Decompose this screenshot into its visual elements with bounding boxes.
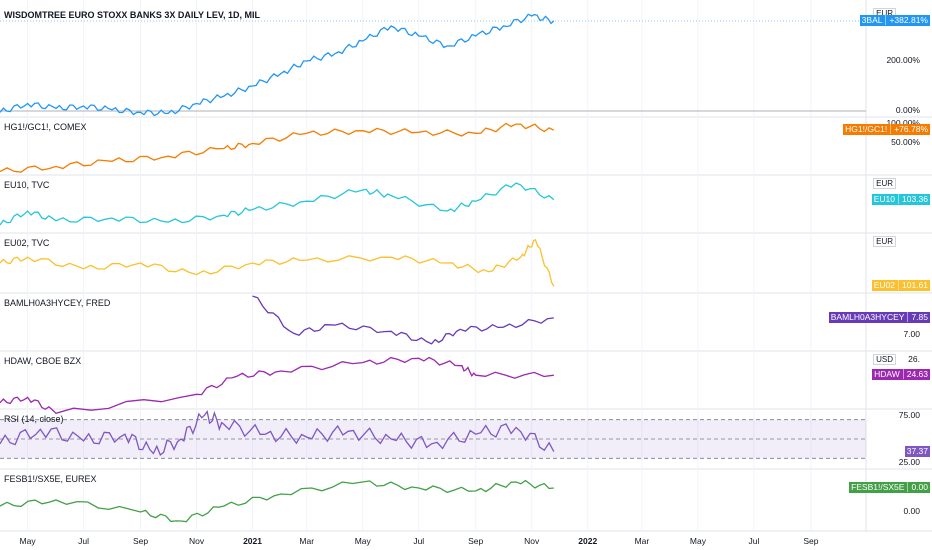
x-tick-label: 2021 [243, 536, 262, 546]
y-tick-label: 50.00% [891, 137, 920, 148]
last-value-badge: EU02 101.61 [871, 280, 930, 291]
x-tick-label: Mar [299, 536, 315, 546]
x-tick-label: 2022 [578, 536, 598, 546]
y-tick-label: 75.00 [898, 410, 920, 420]
pane-title[interactable]: RSI (14, close) [4, 414, 64, 424]
series-last-value: 101.61 [898, 280, 928, 290]
series-name: BAMLH0A3HYCEY [830, 311, 905, 322]
currency-label: EUR [873, 236, 896, 247]
y-tick-label: 7.00 [903, 329, 920, 340]
last-value-badge: HG1!/GC1! +76.78% [843, 124, 930, 136]
currency-label: EUR [873, 178, 896, 189]
x-tick-label: Jul [413, 536, 425, 546]
series-last-value: +76.78% [890, 124, 928, 135]
series-name: FESB1!/SX5E [851, 482, 905, 492]
y-tick-label: 25.00 [898, 457, 920, 468]
series-last-value: +382.81% [885, 15, 928, 25]
series-line [0, 479, 554, 523]
y-tick-label: 0.00 [903, 506, 920, 516]
x-tick-label: Mar [634, 536, 650, 546]
x-tick-label: May [354, 536, 371, 546]
series-last-value: 37.37 [906, 445, 928, 456]
pane-title[interactable]: WISDOMTREE EURO STOXX BANKS 3X DAILY LEV… [4, 10, 261, 20]
x-tick-label: Nov [524, 536, 540, 546]
series-last-value: 7.85 [907, 311, 928, 322]
series-name: EU10 [873, 193, 895, 204]
series-line [252, 295, 554, 345]
series-name: HG1!/GC1! [845, 124, 888, 135]
series-last-value: 103.36 [898, 193, 928, 204]
series-last-value: 24.63 [902, 369, 928, 380]
last-value-badge: HDAW 24.63 [872, 369, 930, 381]
currency-label: USD [873, 354, 896, 365]
x-tick-label: Jul [78, 536, 89, 546]
series-name: 3BAL [861, 15, 883, 25]
pane-title[interactable]: HDAW, CBOE BZX [4, 356, 82, 366]
y-tick-label: 100.00% [886, 118, 920, 128]
x-tick-label: Nov [188, 536, 205, 546]
series-last-value: 0.00 [907, 482, 928, 492]
series-line [0, 410, 555, 456]
last-value-badge: BAMLH0A3HYCEY 7.85 [828, 311, 930, 323]
series-line [0, 182, 555, 226]
y-tick-label: 26. [908, 354, 920, 365]
last-value-badge: 3BAL +382.81% [859, 15, 930, 26]
x-tick-label: Sep [468, 536, 484, 546]
series-line [0, 356, 554, 415]
last-value-badge: FESB1!/SX5E 0.00 [849, 482, 930, 493]
series-name: EU02 [873, 280, 895, 290]
pane-title[interactable]: EU10, TVC [4, 180, 50, 190]
x-tick-label: Sep [803, 536, 819, 546]
series-name: HDAW [874, 369, 900, 380]
series-line [0, 122, 555, 173]
x-tick-label: May [689, 536, 706, 546]
pane-title[interactable]: BAMLH0A3HYCEY, FRED [4, 298, 111, 308]
y-tick-label: 0.00% [895, 105, 920, 115]
series-line [0, 238, 555, 287]
x-tick-label: Jul [748, 536, 760, 546]
pane-title[interactable]: FESB1!/SX5E, EUREX [4, 474, 97, 484]
y-tick-label: 200.00% [886, 55, 920, 65]
pane-title[interactable]: HG1!/GC1!, COMEX [4, 122, 87, 132]
x-tick-label: May [19, 536, 36, 546]
series-line [0, 13, 555, 117]
last-value-badge: EU10 103.36 [871, 193, 930, 205]
x-tick-label: Sep [132, 536, 149, 546]
pane-title[interactable]: EU02, TVC [4, 238, 50, 248]
last-value-badge: 37.37 [904, 445, 930, 457]
